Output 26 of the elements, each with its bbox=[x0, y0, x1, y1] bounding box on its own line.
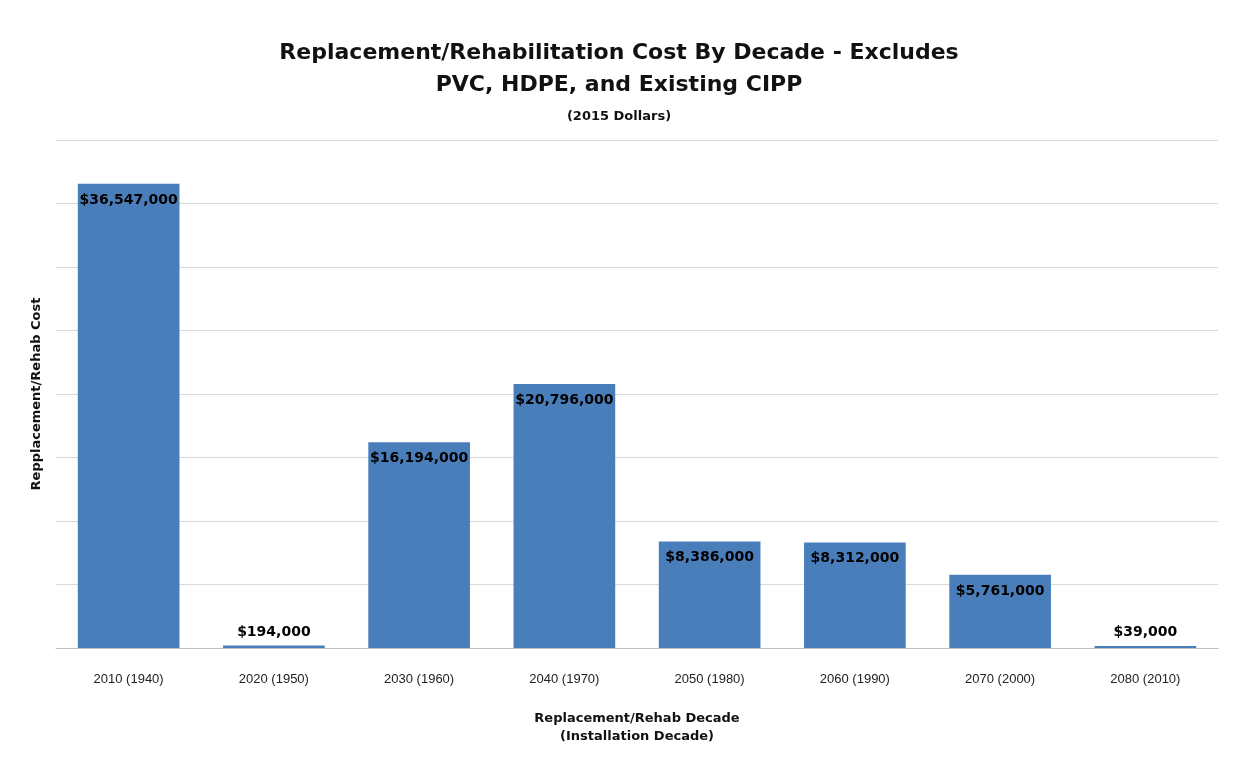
bar bbox=[77, 183, 180, 648]
x-tick-label: 2070 (2000) bbox=[965, 670, 1036, 686]
y-axis-title: Repplacement/Rehab Cost bbox=[28, 297, 43, 491]
data-label: $16,194,000 bbox=[369, 449, 469, 466]
data-label: $36,547,000 bbox=[79, 190, 179, 207]
data-label: $8,386,000 bbox=[665, 548, 755, 565]
x-tick-label: 2020 (1950) bbox=[238, 670, 309, 686]
x-axis-title: Replacement/Rehab Decade (Installation Decade) bbox=[534, 709, 740, 743]
x-tick-label: 2010 (1940) bbox=[93, 670, 164, 686]
x-tick-label: 2080 (2010) bbox=[1110, 670, 1181, 686]
chart-subtitle: (2015 Dollars) bbox=[566, 108, 672, 123]
bar bbox=[368, 442, 470, 648]
chart-title: Replacement/Rehabilitation Cost By Decade - Excludes PVC, HDPE, and Existing CIPP bbox=[279, 38, 959, 96]
bar bbox=[513, 383, 616, 648]
x-tick-label: 2060 (1990) bbox=[819, 670, 890, 686]
x-tick-label: 2030 (1960) bbox=[384, 670, 455, 686]
data-label: $194,000 bbox=[237, 622, 311, 639]
bar bbox=[658, 541, 761, 648]
bar bbox=[804, 542, 906, 648]
x-tick-label: 2040 (1970) bbox=[529, 670, 600, 686]
data-label: $20,796,000 bbox=[515, 390, 614, 407]
data-label: $5,761,000 bbox=[955, 581, 1045, 598]
data-label: $39,000 bbox=[1113, 623, 1178, 639]
bar bbox=[949, 574, 1051, 648]
x-tick-label: 2050 (1980) bbox=[674, 670, 745, 686]
data-label: $8,312,000 bbox=[810, 549, 900, 566]
